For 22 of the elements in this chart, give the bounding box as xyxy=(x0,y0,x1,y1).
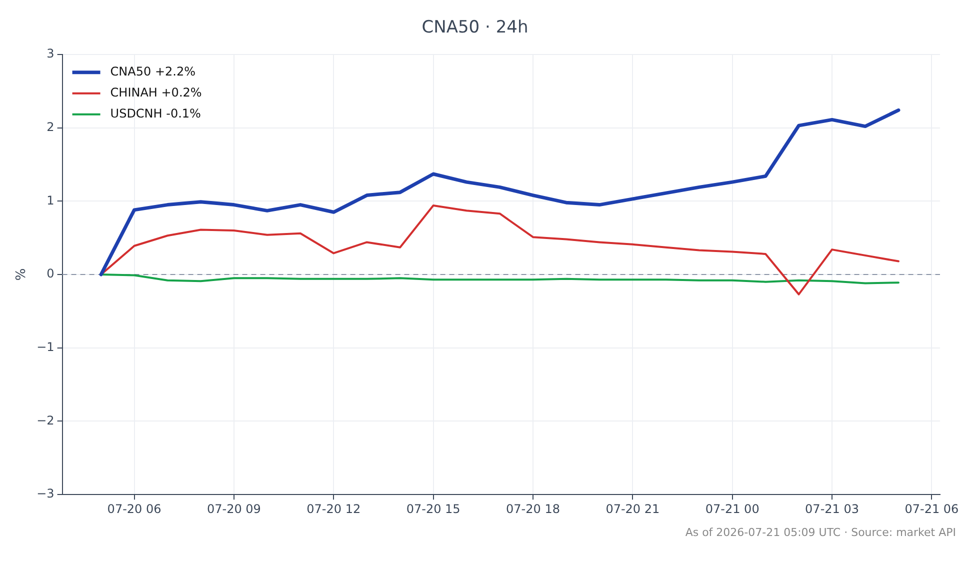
x-tick-label: 07-20 21 xyxy=(606,502,660,516)
x-tick-label: 07-20 15 xyxy=(406,502,460,516)
y-tick-label: 2 xyxy=(46,120,54,134)
legend-label: CHINAH +0.2% xyxy=(110,86,202,100)
legend-label: USDCNH -0.1% xyxy=(110,106,201,121)
y-tick-label: 3 xyxy=(46,46,54,61)
y-tick-label: −1 xyxy=(36,340,54,354)
x-tick-label: 07-21 03 xyxy=(805,502,859,516)
text: As of 2026-07-21 05:09 UTC · Source: market API xyxy=(685,526,956,539)
y-tick-label: −3 xyxy=(36,486,54,501)
y-tick-label: 0 xyxy=(46,266,54,281)
x-tick-label: 07-20 06 xyxy=(107,502,162,516)
x-tick-label: 07-21 00 xyxy=(705,502,760,516)
legend-label: CNA50 +2.2% xyxy=(110,64,196,79)
x-tick-label: 07-20 18 xyxy=(506,502,560,516)
y-axis-title: % xyxy=(14,268,30,281)
x-tick-label: 07-20 12 xyxy=(306,502,361,516)
y-tick-label: −2 xyxy=(36,413,54,428)
x-tick-label: 07-20 09 xyxy=(206,502,261,516)
y-tick-label: 1 xyxy=(46,193,54,208)
chart-title: CNA50 · 24h xyxy=(422,18,528,38)
x-tick-label: 07-21 06 xyxy=(904,502,959,516)
